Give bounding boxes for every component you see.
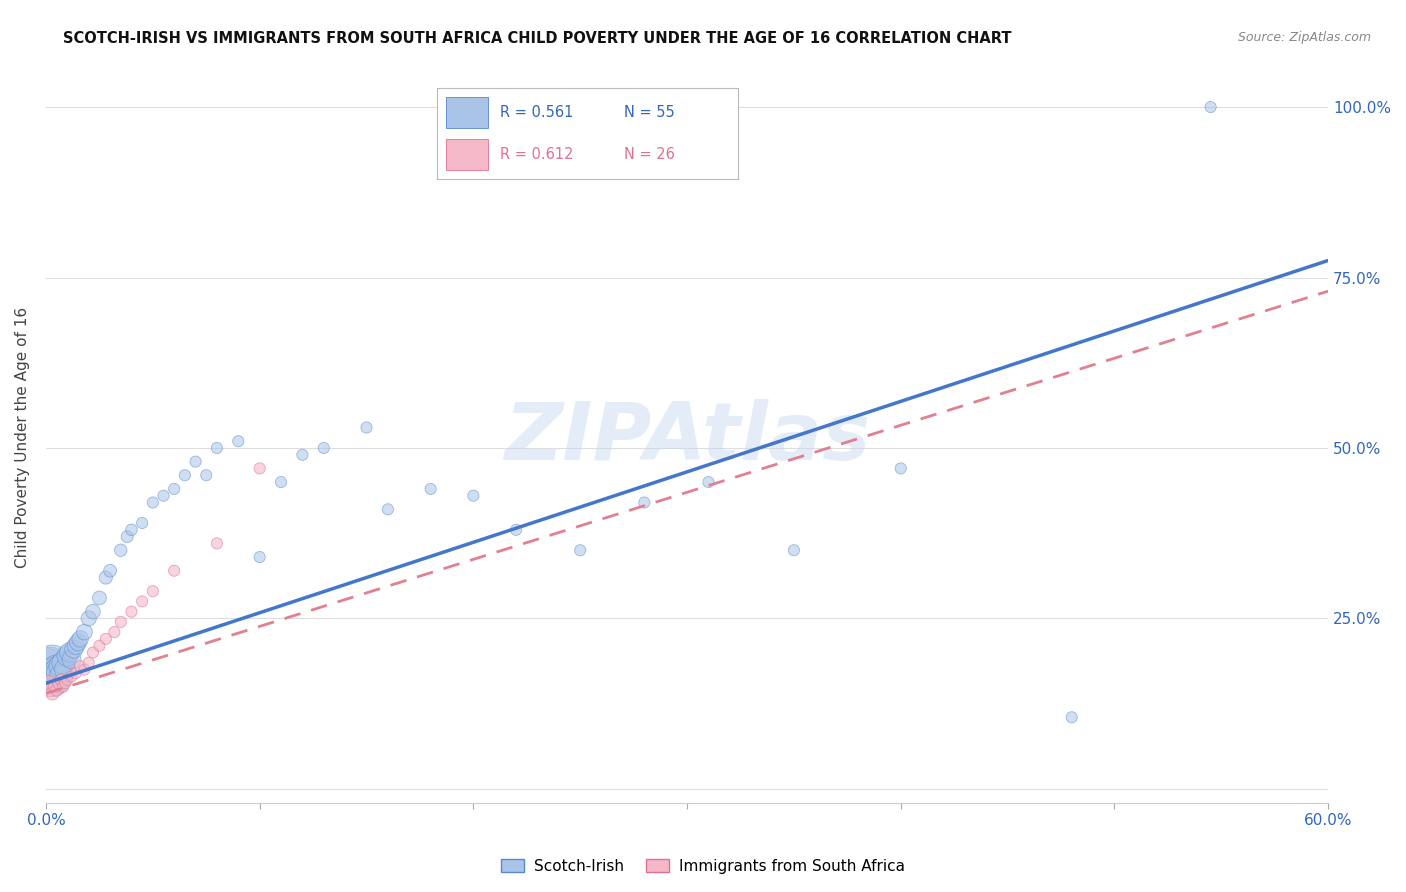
Point	[48, 663, 70, 677]
Point	[77, 656, 100, 670]
Point	[89, 639, 111, 653]
Point	[37, 676, 59, 690]
Text: ZIPAtlas: ZIPAtlas	[503, 399, 870, 476]
Point	[152, 489, 174, 503]
Point	[120, 523, 142, 537]
Point	[62, 642, 84, 657]
Point	[48, 665, 70, 680]
Point	[77, 611, 100, 625]
Point	[505, 523, 527, 537]
Text: Source: ZipAtlas.com: Source: ZipAtlas.com	[1237, 31, 1371, 45]
Point	[41, 673, 63, 687]
Point	[115, 530, 138, 544]
Point	[783, 543, 806, 558]
Point	[94, 632, 117, 646]
Point	[142, 495, 165, 509]
Point	[291, 448, 314, 462]
Point	[58, 646, 80, 660]
Point	[49, 673, 72, 687]
Point	[52, 680, 75, 694]
Point	[45, 673, 67, 687]
Point	[44, 665, 66, 680]
Point	[69, 659, 91, 673]
Point	[131, 516, 153, 530]
Point	[45, 663, 67, 677]
Point	[270, 475, 292, 489]
Point	[110, 615, 132, 629]
Point	[195, 468, 218, 483]
Legend: Scotch-Irish, Immigrants from South Africa: Scotch-Irish, Immigrants from South Afri…	[495, 853, 911, 880]
Point	[73, 663, 96, 677]
Point	[633, 495, 655, 509]
Point	[69, 632, 91, 646]
Point	[205, 441, 228, 455]
Point	[89, 591, 111, 605]
Point	[44, 669, 66, 683]
Point	[1060, 710, 1083, 724]
Point	[53, 676, 76, 690]
Point	[49, 669, 72, 683]
Point	[82, 646, 104, 660]
Point	[49, 659, 72, 673]
Point	[48, 676, 70, 690]
Point	[184, 455, 207, 469]
Point	[419, 482, 441, 496]
Point	[45, 683, 67, 698]
Point	[60, 669, 83, 683]
Point	[52, 656, 75, 670]
Point	[110, 543, 132, 558]
Point	[66, 635, 89, 649]
Point	[463, 489, 485, 503]
Point	[356, 420, 378, 434]
Point	[60, 652, 83, 666]
Point	[377, 502, 399, 516]
Point	[39, 683, 62, 698]
Point	[249, 550, 271, 565]
Point	[142, 584, 165, 599]
Point	[312, 441, 335, 455]
Y-axis label: Child Poverty Under the Age of 16: Child Poverty Under the Age of 16	[15, 307, 30, 568]
Point	[1199, 100, 1222, 114]
Point	[94, 570, 117, 584]
Text: SCOTCH-IRISH VS IMMIGRANTS FROM SOUTH AFRICA CHILD POVERTY UNDER THE AGE OF 16 C: SCOTCH-IRISH VS IMMIGRANTS FROM SOUTH AF…	[63, 31, 1012, 46]
Point	[56, 673, 79, 687]
Point	[39, 659, 62, 673]
Point	[65, 665, 87, 680]
Point	[226, 434, 249, 449]
Point	[890, 461, 912, 475]
Point	[56, 648, 79, 663]
Point	[65, 639, 87, 653]
Point	[41, 656, 63, 670]
Point	[98, 564, 121, 578]
Point	[131, 594, 153, 608]
Point	[103, 625, 125, 640]
Point	[53, 663, 76, 677]
Point	[249, 461, 271, 475]
Point	[569, 543, 592, 558]
Point	[73, 625, 96, 640]
Point	[82, 605, 104, 619]
Point	[44, 680, 66, 694]
Point	[163, 564, 186, 578]
Point	[697, 475, 720, 489]
Point	[37, 663, 59, 677]
Point	[41, 686, 63, 700]
Point	[173, 468, 195, 483]
Point	[205, 536, 228, 550]
Point	[163, 482, 186, 496]
Point	[120, 605, 142, 619]
